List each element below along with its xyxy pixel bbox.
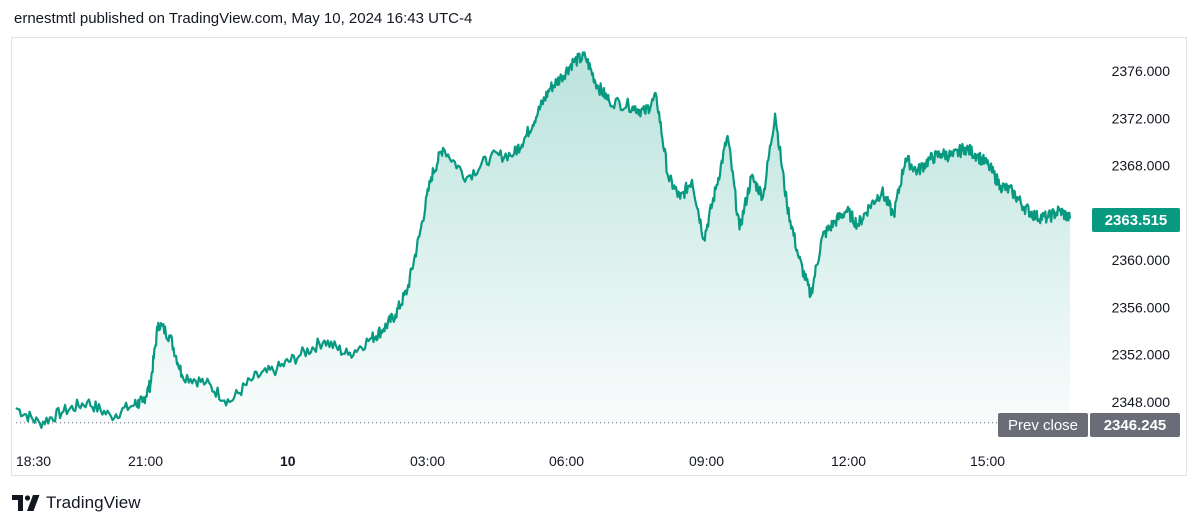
y-tick-label: 2356.000 <box>1112 299 1171 315</box>
y-tick-label: 2360.000 <box>1112 252 1171 268</box>
x-tick-label: 09:00 <box>689 453 724 469</box>
prev-close-value-bg <box>1090 413 1180 437</box>
y-tick-label: 2372.000 <box>1112 110 1171 126</box>
price-area-fill <box>16 52 1070 428</box>
prev-close-tag: Prev close 2346.245 <box>998 413 1180 437</box>
x-tick-label: 21:00 <box>128 453 163 469</box>
last-price-bg <box>1092 208 1180 232</box>
prev-close-value: 2346.245 <box>1104 417 1167 434</box>
x-tick-label: 18:30 <box>16 453 51 469</box>
y-tick-label: 2348.000 <box>1112 394 1171 410</box>
y-tick-label: 2368.000 <box>1112 158 1171 174</box>
publish-header: ernestmtl published on TradingView.com, … <box>14 10 473 27</box>
y-tick-label: 2376.000 <box>1112 63 1171 79</box>
price-axis: 2376.0002372.0002368.0002364.0002360.000… <box>1112 63 1171 410</box>
x-tick-label: 15:00 <box>970 453 1005 469</box>
price-line <box>15 51 1072 429</box>
chart-frame <box>11 37 1187 476</box>
prev-close-label: Prev close <box>1008 417 1078 434</box>
footer: TradingView <box>12 492 141 514</box>
y-tick-label: 2352.000 <box>1112 347 1171 363</box>
x-tick-label: 06:00 <box>549 453 584 469</box>
x-tick-label: 10 <box>280 453 296 469</box>
time-axis: 18:30 21:00 10 03:00 06:00 09:00 12:00 15:00 <box>16 453 1005 469</box>
brand-name: TradingView <box>46 493 141 512</box>
last-price-tag: 2363.515 <box>1092 208 1180 232</box>
x-tick-label: 12:00 <box>831 453 866 469</box>
x-tick-label: 03:00 <box>410 453 445 469</box>
last-price-value: 2363.515 <box>1105 212 1168 229</box>
prev-close-label-bg <box>998 413 1088 437</box>
tradingview-logo-icon <box>12 495 40 511</box>
